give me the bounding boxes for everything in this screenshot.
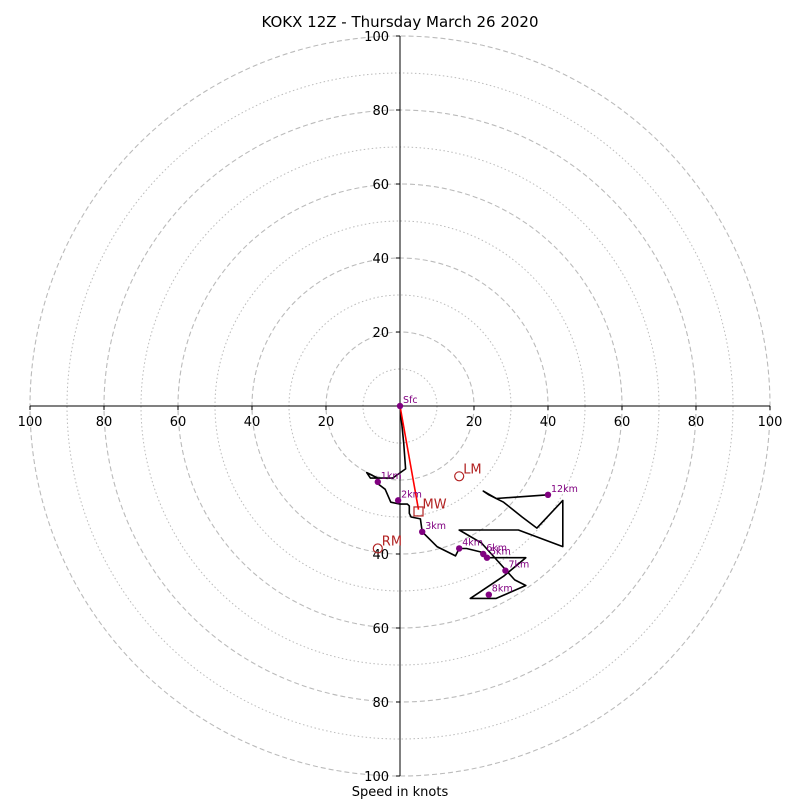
height-marker-12km [544,491,552,498]
shear-vector [399,405,420,510]
chart-title: KOKX 12Z - Thursday March 26 2020 [261,13,538,31]
y-tick-label: 100 [364,30,389,45]
x-tick-label: 20 [466,415,483,430]
height-marker-1km [374,478,381,486]
y-tick-label: 100 [364,770,389,785]
lm-marker [454,471,465,482]
y-tick-label: 20 [372,326,389,341]
y-tick-label: 40 [372,252,389,267]
height-marker-4km [456,545,463,552]
x-axis-label: Speed in knots [352,785,449,800]
tick-labels: 100 80 60 40 20 20 40 60 80 100 20 40 60 80 100 40 60 80 1… [18,30,783,785]
height-label-2km: 2km [401,489,422,500]
height-label-3km: 3km [425,521,446,532]
mw-marker [413,506,424,517]
mw-label: MW [423,497,447,512]
height-marker-2km [394,497,402,504]
height-label-6km: 6km [486,543,507,554]
height-label-1km: 1km [381,471,402,482]
height-label-8km: 8km [492,584,513,595]
height-label-sfc: Sfc [403,395,418,406]
height-marker-7km [502,567,509,574]
height-label-12km: 12km [551,484,578,495]
x-tick-label: 100 [18,415,43,430]
height-marker-8km [485,591,492,598]
x-tick-label: 40 [244,415,261,430]
y-tick-label: 80 [372,104,389,119]
x-tick-label: 80 [688,415,705,430]
rm-label: RM [382,534,402,549]
shear-vector-group [399,405,420,510]
height-marker-sfc [396,402,404,410]
x-tick-label: 60 [614,415,631,430]
y-tick-label: 60 [372,622,389,637]
x-tick-label: 40 [540,415,557,430]
storm-motion-group: LM RM MW [372,462,482,554]
height-marker-6km [480,550,487,558]
y-tick-label: 80 [372,696,389,711]
y-tick-label: 40 [372,548,389,563]
rm-marker [372,543,383,554]
height-label-7km: 7km [508,560,529,571]
x-tick-label: 100 [758,415,783,430]
x-tick-label: 60 [170,415,187,430]
height-label-5km: 5km [490,547,511,558]
height-marker-3km [419,528,426,535]
x-tick-label: 80 [96,415,113,430]
lm-label: LM [463,462,481,477]
y-tick-label: 60 [372,178,389,193]
x-tick-label: 20 [318,415,335,430]
height-label-4km: 4km [462,537,483,548]
